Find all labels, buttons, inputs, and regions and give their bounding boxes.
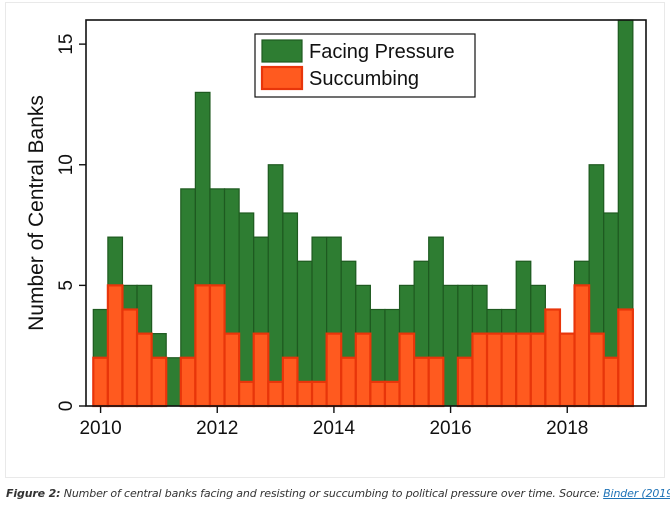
x-tick-label-2016: 2016 xyxy=(429,418,471,439)
bar-succumbing-9 xyxy=(223,332,241,408)
legend-swatch-facing-pressure xyxy=(261,39,303,63)
legend: Facing Pressure Succumbing xyxy=(254,33,476,98)
bar-succumbing-3 xyxy=(135,332,153,408)
bar-succumbing-18 xyxy=(354,332,372,408)
bar-succumbing-6 xyxy=(179,356,197,408)
y-tick-label-15: 15 xyxy=(56,34,77,55)
x-tick-label-2010: 2010 xyxy=(79,418,121,439)
y-axis-title: Number of Central Banks xyxy=(25,95,48,331)
legend-label-facing-pressure: Facing Pressure xyxy=(309,41,455,63)
bar-succumbing-2 xyxy=(121,308,139,408)
bar-succumbing-29 xyxy=(515,332,532,408)
bar-succumbing-17 xyxy=(340,356,357,408)
bar-succumbing-11 xyxy=(252,332,270,408)
caption-text: Number of central banks facing and resis… xyxy=(60,487,604,500)
caption-figure-label: Figure 2: xyxy=(6,487,61,500)
bar-succumbing-35 xyxy=(602,356,620,408)
bar-succumbing-28 xyxy=(500,332,518,408)
x-tick-label-2014: 2014 xyxy=(313,418,356,439)
bar-succumbing-36 xyxy=(617,308,634,408)
caption-source-link[interactable]: Binder (2019) xyxy=(603,487,670,500)
bar-succumbing-26 xyxy=(471,332,489,408)
y-tick-label-5: 5 xyxy=(56,280,77,291)
bar-succumbing-15 xyxy=(310,380,328,408)
bar-succumbing-4 xyxy=(150,356,168,408)
bar-succumbing-20 xyxy=(383,380,401,408)
bar-facing-5 xyxy=(165,357,182,407)
bar-facing-15 xyxy=(311,236,328,407)
bar-facing-12 xyxy=(267,164,284,407)
bar-succumbing-21 xyxy=(398,332,416,408)
bar-facing-10 xyxy=(238,212,255,407)
bar-succumbing-32 xyxy=(558,332,576,408)
bar-succumbing-25 xyxy=(456,356,474,408)
x-tick-label-2018: 2018 xyxy=(546,418,588,439)
bar-succumbing-12 xyxy=(267,380,284,408)
bar-succumbing-23 xyxy=(427,356,445,408)
bar-succumbing-0 xyxy=(92,356,109,408)
figure-caption: Figure 2: Number of central banks facing… xyxy=(6,487,670,500)
legend-swatch-succumbing xyxy=(260,65,304,91)
figure-frame: 0 5 10 15 2010 2012 2014 2016 2018 Number of Ce… xyxy=(5,2,665,478)
bar-succumbing-7 xyxy=(194,284,212,408)
legend-label-succumbing: Succumbing xyxy=(309,68,419,90)
bar-succumbing-30 xyxy=(529,332,547,408)
bar-succumbing-8 xyxy=(208,284,226,408)
bar-succumbing-13 xyxy=(281,356,299,408)
bar-succumbing-14 xyxy=(296,380,314,408)
bar-succumbing-10 xyxy=(238,380,255,408)
x-tick-label-2012: 2012 xyxy=(196,418,238,439)
bar-succumbing-34 xyxy=(588,332,605,408)
bar-succumbing-1 xyxy=(106,284,124,408)
x-axis: 2010 2012 2014 2016 2018 xyxy=(79,406,588,439)
y-tick-label-10: 10 xyxy=(56,154,77,175)
y-tick-label-0: 0 xyxy=(56,401,77,412)
bar-succumbing-31 xyxy=(544,308,562,408)
bar-chart: 0 5 10 15 2010 2012 2014 2016 2018 Number of Ce… xyxy=(25,19,647,439)
bar-facing-24 xyxy=(442,284,459,407)
bar-succumbing-33 xyxy=(573,284,591,408)
bar-succumbing-19 xyxy=(369,380,387,408)
y-axis: 0 5 10 15 xyxy=(56,34,86,412)
bar-succumbing-22 xyxy=(413,356,430,408)
bar-succumbing-16 xyxy=(325,332,343,408)
bar-succumbing-27 xyxy=(485,332,503,408)
plot-area-frame xyxy=(85,19,647,407)
